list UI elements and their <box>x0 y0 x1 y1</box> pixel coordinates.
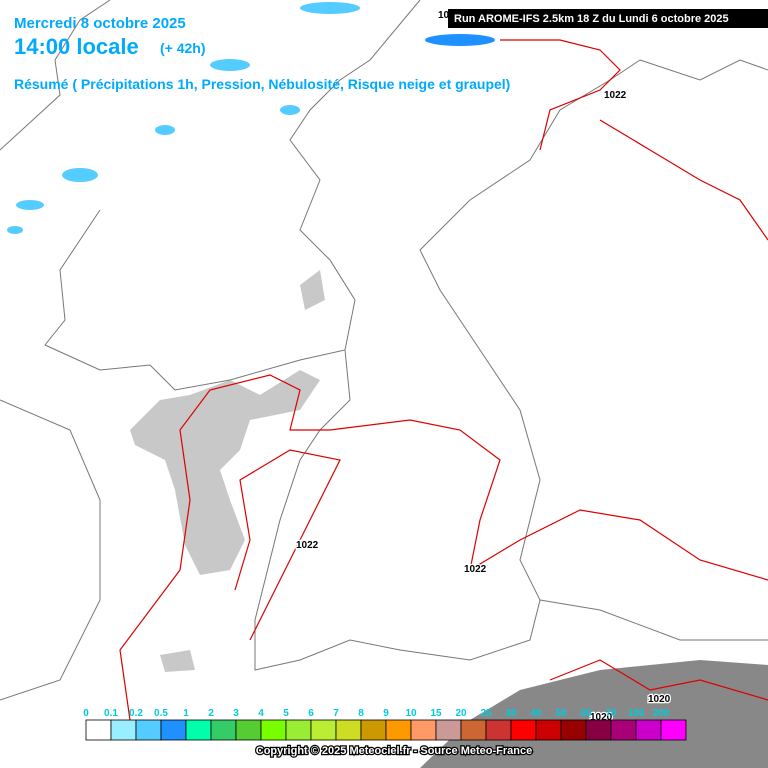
legend-label: 20 <box>455 708 467 719</box>
legend-label: 9 <box>383 708 389 719</box>
legend-swatch <box>210 719 237 741</box>
isobar-label: 1020 <box>648 694 671 705</box>
legend-label: 8 <box>358 708 364 719</box>
isobar-label: 1022 <box>604 90 627 101</box>
legend-swatch <box>110 719 137 741</box>
legend-swatch <box>660 719 687 741</box>
summary: Résumé ( Précipitations 1h, Pression, Né… <box>14 76 510 92</box>
legend-label: 100 <box>628 708 645 719</box>
legend-swatch <box>635 719 662 741</box>
legend-label: 0.1 <box>104 708 118 719</box>
legend-swatch <box>185 719 212 741</box>
run-banner <box>448 9 768 28</box>
legend-label: 0 <box>83 708 89 719</box>
legend: 0 0.1 0.2 0.5 1 2 3 4 5 6 7 8 9 10 15 20 25 30 40 50 60 70 100… <box>83 708 687 741</box>
run-info: Run AROME-IFS 2.5km 18 Z du Lundi 6 octo… <box>454 13 729 25</box>
legend-label: 40 <box>530 708 542 719</box>
legend-label: 1 <box>183 708 189 719</box>
isobar-label: 1022 <box>464 564 487 575</box>
legend-swatch <box>360 719 387 741</box>
legend-swatch <box>410 719 437 741</box>
legend-swatch <box>135 719 162 741</box>
legend-label: 60 <box>580 708 592 719</box>
date: Mercredi 8 octobre 2025 <box>14 15 186 32</box>
legend-label: 0.5 <box>154 708 168 719</box>
legend-label: 5 <box>283 708 289 719</box>
legend-swatch <box>235 719 262 741</box>
precipitation <box>7 2 495 234</box>
legend-swatch <box>485 719 512 741</box>
legend-label: 50 <box>555 708 567 719</box>
legend-label: 4 <box>258 708 264 719</box>
lead-time: (+ 42h) <box>160 40 206 56</box>
clouds <box>130 270 768 768</box>
legend-label: 25 <box>480 708 492 719</box>
legend-label: 70 <box>605 708 617 719</box>
legend-swatch <box>610 719 637 741</box>
legend-label: 6 <box>308 708 314 719</box>
legend-swatch <box>535 719 562 741</box>
legend-label: 7 <box>333 708 339 719</box>
legend-label: 3 <box>233 708 239 719</box>
legend-swatch <box>285 719 312 741</box>
legend-swatch <box>460 719 487 741</box>
legend-swatch <box>85 719 112 741</box>
legend-label: 30 <box>505 708 517 719</box>
legend-label: 15 <box>430 708 442 719</box>
isobars <box>119 39 768 721</box>
legend-swatch <box>435 719 462 741</box>
legend-swatch <box>260 719 287 741</box>
legend-label: 2 <box>208 708 214 719</box>
legend-swatch <box>385 719 412 741</box>
legend-swatch <box>335 719 362 741</box>
legend-swatch <box>310 719 337 741</box>
legend-swatch <box>585 719 612 741</box>
time: 14:00 locale <box>14 34 139 59</box>
legend-label: 200 <box>653 708 670 719</box>
legend-swatch <box>160 719 187 741</box>
copyright: Copyright © 2025 Meteociel.fr - Source M… <box>256 745 532 757</box>
borders <box>0 0 768 701</box>
legend-swatch <box>510 719 537 741</box>
legend-label: 0.2 <box>129 708 143 719</box>
legend-swatch <box>560 719 587 741</box>
isobar-label: 1022 <box>296 540 319 551</box>
legend-label: 10 <box>405 708 417 719</box>
